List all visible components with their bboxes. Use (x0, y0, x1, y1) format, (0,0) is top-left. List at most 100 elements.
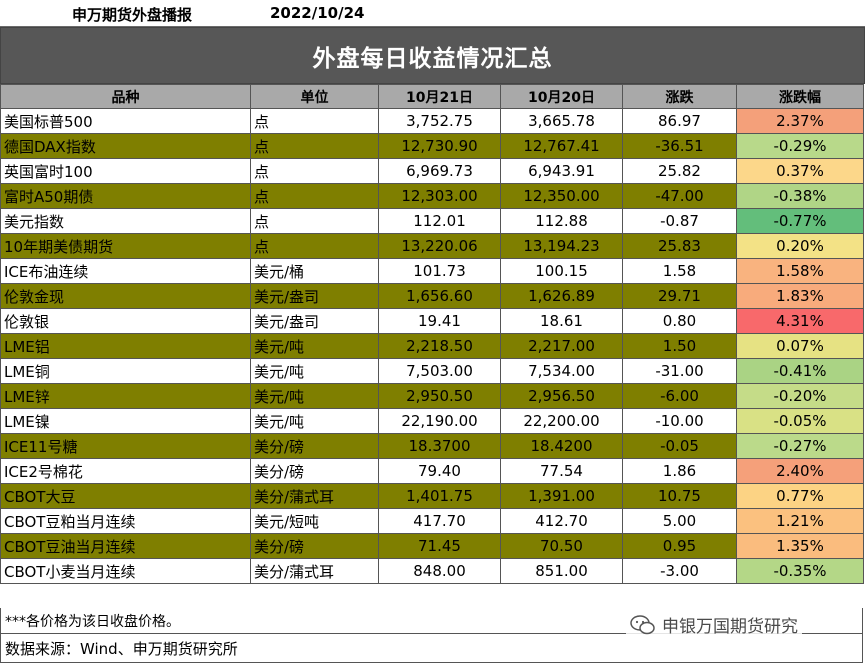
instrument-unit: 美元/吨 (250, 408, 379, 434)
pct-change: 1.83% (736, 283, 864, 309)
table-row: 英国富时100 点 6,969.73 6,943.91 25.82 0.37% (0, 158, 864, 184)
price-change: 1.50 (622, 333, 737, 359)
instrument-name: CBOT小麦当月连续 (0, 558, 251, 584)
instrument-unit: 美分/磅 (250, 433, 379, 459)
instrument-name: LME锌 (0, 383, 251, 409)
close-day1: 12,730.90 (378, 133, 501, 159)
table-row: 富时A50期债点 12,303.00 12,350.00 -47.00 -0.38% (0, 183, 864, 209)
pct-change: -0.38% (736, 183, 864, 209)
close-day1: 2,218.50 (378, 333, 501, 359)
instrument-name: 德国DAX指数 (0, 133, 251, 159)
table-row: CBOT豆油当月连续 美分/磅 71.45 70.50 0.95 1.35% (0, 533, 864, 559)
price-change: -47.00 (622, 183, 737, 209)
close-day1: 79.40 (378, 458, 501, 484)
price-change: 1.86 (622, 458, 737, 484)
instrument-unit: 点 (250, 208, 379, 234)
pct-change: 0.37% (736, 158, 864, 184)
instrument-name: 富时A50期债 (0, 183, 251, 209)
pct-change: -0.77% (736, 208, 864, 234)
col-header-unit: 单位 (250, 84, 379, 109)
pct-change: 2.37% (736, 108, 864, 134)
close-day2: 13,194.23 (500, 233, 623, 259)
price-change: -6.00 (622, 383, 737, 409)
close-day2: 6,943.91 (500, 158, 623, 184)
close-day2: 18.4200 (500, 433, 623, 459)
price-change: 86.97 (622, 108, 737, 134)
instrument-unit: 美元/盎司 (250, 283, 379, 309)
close-day2: 18.61 (500, 308, 623, 334)
col-header-day1: 10月21日 (378, 84, 501, 109)
pct-change: -0.05% (736, 408, 864, 434)
data-source: 数据来源：Wind、申万期货研究所 (0, 634, 863, 663)
table-row: 美国标普500 点 3,752.75 3,665.78 86.97 2.37% (0, 108, 864, 134)
pct-change: 0.77% (736, 483, 864, 509)
pct-change: -0.41% (736, 358, 864, 384)
pct-change: 1.21% (736, 508, 864, 534)
price-change: -0.87 (622, 208, 737, 234)
table-row: LME铜 美元/吨 7,503.00 7,534.00 -31.00 -0.41% (0, 358, 864, 384)
close-day1: 18.3700 (378, 433, 501, 459)
instrument-unit: 美元/吨 (250, 383, 379, 409)
table-row: CBOT小麦当月连续 美分/蒲式耳 848.00 851.00 -3.00 -0.35% (0, 558, 864, 584)
close-day1: 22,190.00 (378, 408, 501, 434)
table-header-row: 品种 单位 10月21日 10月20日 涨跌 涨跌幅 (0, 84, 864, 109)
table-row: 德国DAX指数点 12,730.90 12,767.41 -36.51 -0.29% (0, 133, 864, 159)
close-day2: 22,200.00 (500, 408, 623, 434)
close-day1: 3,752.75 (378, 108, 501, 134)
close-day2: 1,391.00 (500, 483, 623, 509)
close-day1: 2,950.50 (378, 383, 501, 409)
report-date: 2022/10/24 (270, 4, 365, 22)
close-day2: 112.88 (500, 208, 623, 234)
price-change: 29.71 (622, 283, 737, 309)
close-day1: 417.70 (378, 508, 501, 534)
price-change: 25.83 (622, 233, 737, 259)
close-day2: 3,665.78 (500, 108, 623, 134)
instrument-name: 美国标普500 (0, 108, 251, 134)
price-change: 5.00 (622, 508, 737, 534)
instrument-unit: 美分/磅 (250, 533, 379, 559)
close-day1: 1,401.75 (378, 483, 501, 509)
instrument-unit: 美元/桶 (250, 258, 379, 284)
price-change: 0.95 (622, 533, 737, 559)
close-day2: 1,626.89 (500, 283, 623, 309)
report-header: 申万期货外盘播报 2022/10/24 (0, 0, 865, 27)
instrument-name: 伦敦金现 (0, 283, 251, 309)
pct-change: 4.31% (736, 308, 864, 334)
close-day2: 12,350.00 (500, 183, 623, 209)
close-day2: 851.00 (500, 558, 623, 584)
instrument-unit: 美分/蒲式耳 (250, 558, 379, 584)
table-row: 伦敦金现 美元/盎司 1,656.60 1,626.89 29.71 1.83% (0, 283, 864, 309)
returns-table: 品种 单位 10月21日 10月20日 涨跌 涨跌幅 美国标普500 点 3,752… (0, 84, 864, 584)
close-day1: 12,303.00 (378, 183, 501, 209)
close-day2: 2,956.50 (500, 383, 623, 409)
instrument-unit: 点 (250, 108, 379, 134)
pct-change: 0.20% (736, 233, 864, 259)
table-row: 美元指数点 112.01 112.88 -0.87 -0.77% (0, 208, 864, 234)
instrument-name: LME铝 (0, 333, 251, 359)
footnote: ***各价格为该日收盘价格。 (0, 608, 863, 634)
instrument-unit: 美分/蒲式耳 (250, 483, 379, 509)
price-change: -3.00 (622, 558, 737, 584)
price-change: -31.00 (622, 358, 737, 384)
close-day2: 100.15 (500, 258, 623, 284)
instrument-name: CBOT大豆 (0, 483, 251, 509)
pct-change: 0.07% (736, 333, 864, 359)
instrument-unit: 美元/短吨 (250, 508, 379, 534)
col-header-change: 涨跌 (622, 84, 737, 109)
instrument-name: 10年期美债期货 (0, 233, 251, 259)
close-day1: 848.00 (378, 558, 501, 584)
table-row: LME锌 美元/吨 2,950.50 2,956.50 -6.00 -0.20% (0, 383, 864, 409)
pct-change: -0.29% (736, 133, 864, 159)
pct-change: 1.58% (736, 258, 864, 284)
close-day1: 7,503.00 (378, 358, 501, 384)
instrument-name: 美元指数 (0, 208, 251, 234)
pct-change: 2.40% (736, 458, 864, 484)
price-change: 1.58 (622, 258, 737, 284)
wechat-watermark: 申银万国期货研究 (626, 612, 802, 637)
table-row: ICE11号糖 美分/磅 18.3700 18.4200 -0.05 -0.27% (0, 433, 864, 459)
instrument-name: LME铜 (0, 358, 251, 384)
price-change: 0.80 (622, 308, 737, 334)
col-header-pct: 涨跌幅 (736, 84, 864, 109)
close-day1: 1,656.60 (378, 283, 501, 309)
price-change: -0.05 (622, 433, 737, 459)
